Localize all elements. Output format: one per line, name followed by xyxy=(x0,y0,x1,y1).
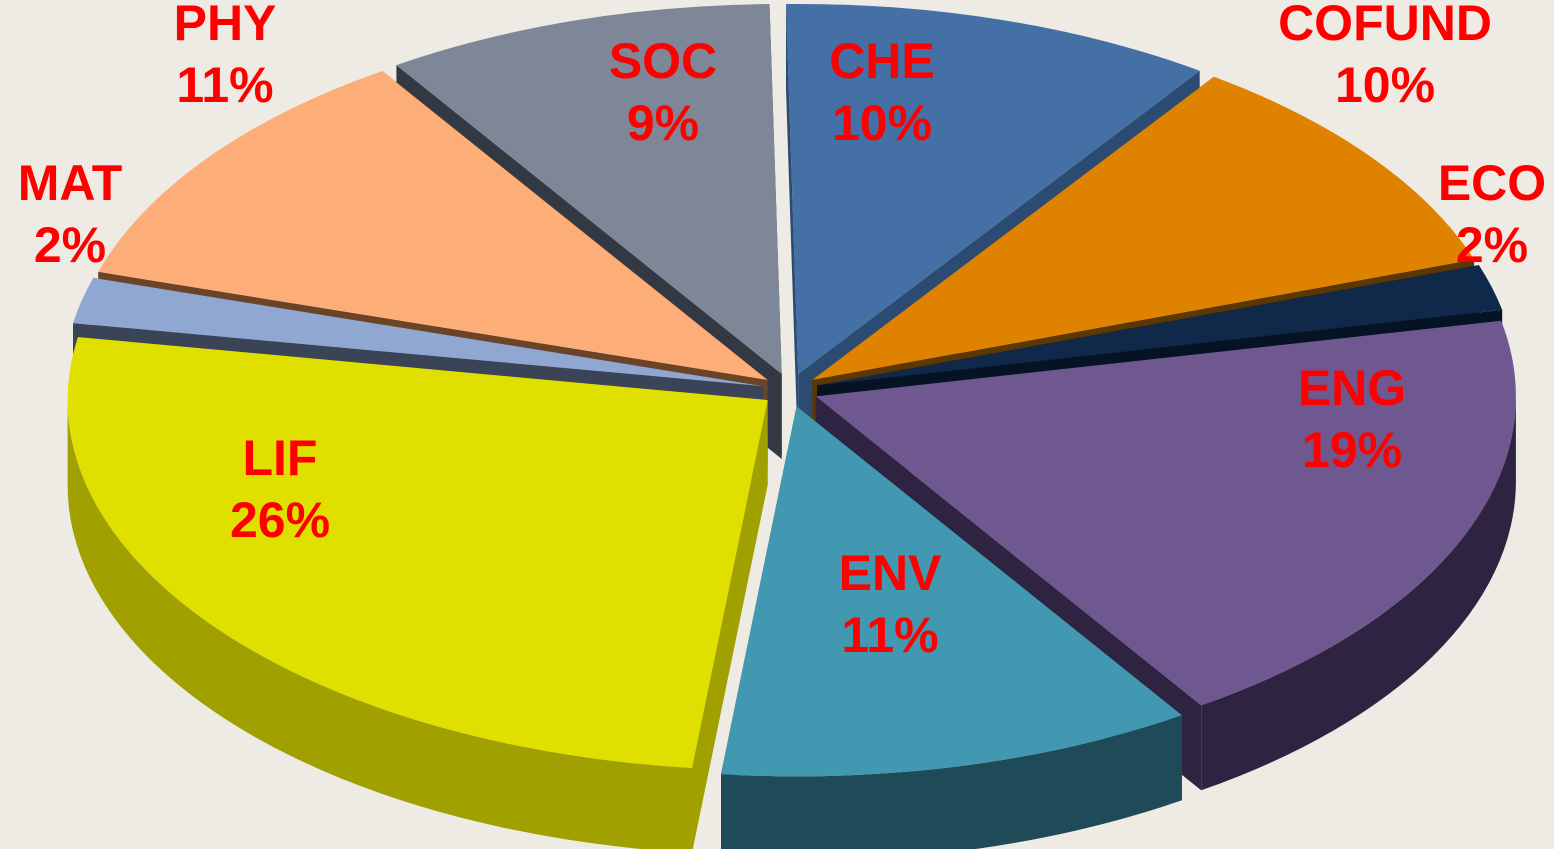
slice-lif-category: LIF xyxy=(243,430,318,486)
slice-soc xyxy=(396,4,782,374)
slice-cofund xyxy=(812,76,1475,380)
slice-mat-label: MAT 2% xyxy=(18,155,123,273)
slice-soc-label: SOC 9% xyxy=(609,33,717,151)
pie-labels: CHE 10%COFUND 10%ECO 2%ENG 19%ENV 11%LIF 26%MA… xyxy=(18,0,1546,663)
slice-che-label: CHE 10% xyxy=(829,33,935,151)
slice-mat-category: MAT xyxy=(18,155,123,211)
slice-lif-wall-0 xyxy=(692,400,768,849)
slice-lif xyxy=(67,337,768,768)
slice-eng xyxy=(815,320,1516,706)
slice-soc-category: SOC xyxy=(609,33,717,89)
slice-che xyxy=(786,3,1200,374)
slice-che-wall-0 xyxy=(786,4,799,459)
slice-eco xyxy=(816,265,1503,386)
slice-env-value: 11% xyxy=(841,607,938,663)
slice-phy xyxy=(98,71,768,380)
slice-env xyxy=(721,406,1182,777)
slice-eng-category: ENG xyxy=(1298,360,1406,416)
slice-phy-value: 11% xyxy=(176,57,273,113)
slice-lif-value: 26% xyxy=(230,492,330,548)
slice-lif-label: LIF 26% xyxy=(230,430,330,548)
slice-env-category: ENV xyxy=(839,545,942,601)
slice-eng-value: 19% xyxy=(1302,422,1402,478)
slice-mat-value: 2% xyxy=(34,217,106,273)
slice-cofund-label: COFUND 10% xyxy=(1278,0,1492,113)
slice-env-side-0 xyxy=(721,715,1182,849)
slice-eco-label: ECO 2% xyxy=(1438,155,1546,273)
slice-env-label: ENV 11% xyxy=(839,545,942,663)
slice-eco-value: 2% xyxy=(1456,217,1528,273)
slice-phy-label: PHY 11% xyxy=(174,0,277,113)
slice-lif-side-0 xyxy=(67,400,692,849)
slice-cofund-value: 10% xyxy=(1335,57,1435,113)
slice-cofund-category: COFUND xyxy=(1278,0,1492,51)
slice-che-value: 10% xyxy=(832,95,932,151)
slice-mat xyxy=(73,277,763,387)
slice-soc-value: 9% xyxy=(627,95,699,151)
slice-phy-category: PHY xyxy=(174,0,277,51)
slice-eco-category: ECO xyxy=(1438,155,1546,211)
slice-eng-side-0 xyxy=(1201,396,1516,791)
slice-che-category: CHE xyxy=(829,33,935,89)
slice-eng-label: ENG 19% xyxy=(1298,360,1406,478)
pie-tops xyxy=(67,3,1516,777)
